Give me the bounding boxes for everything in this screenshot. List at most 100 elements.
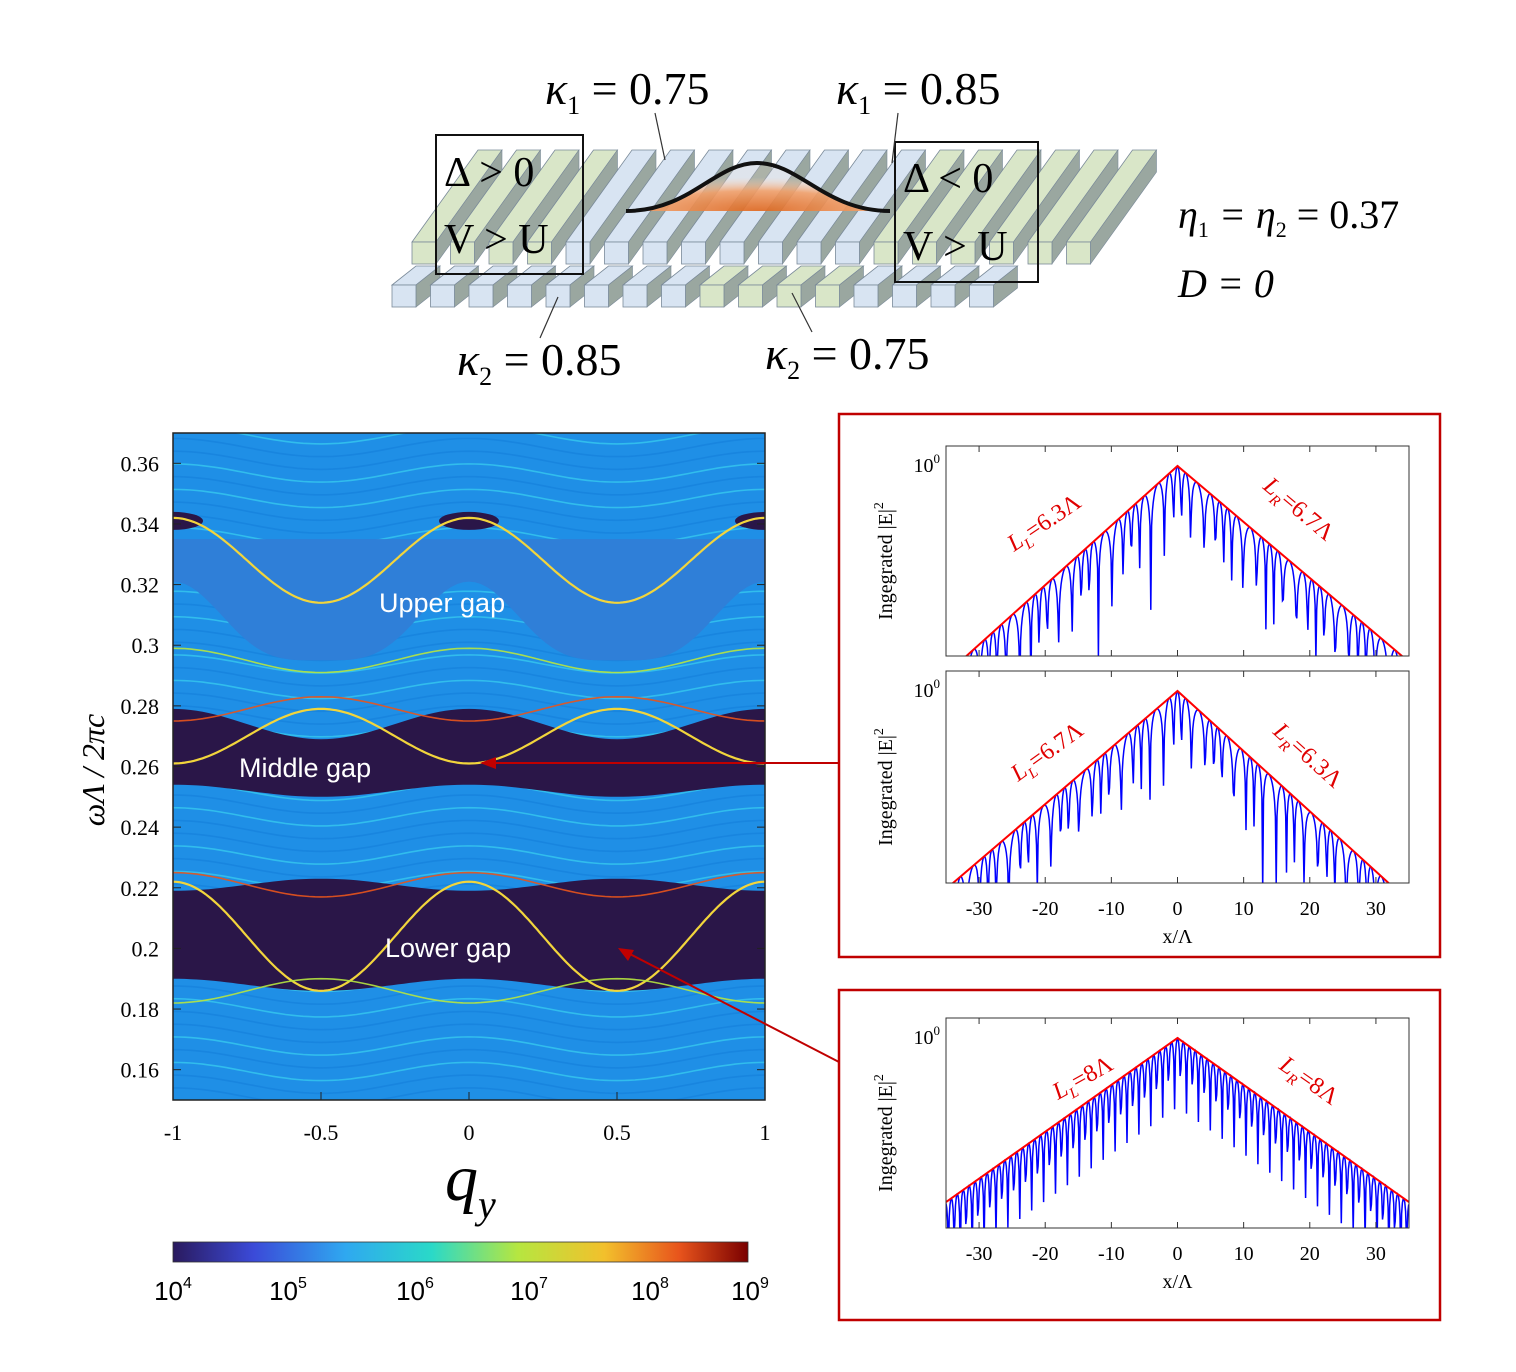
waveguide-face-b9	[758, 241, 783, 265]
panel-x-tick-label: 30	[1366, 1243, 1386, 1265]
waveguide-face-b0	[411, 241, 437, 265]
y-tick-label: 0.22	[121, 876, 160, 901]
panel-x-tick-label: 20	[1300, 898, 1320, 920]
bulk-band-stripe	[173, 475, 765, 496]
bulk-band-stripe	[173, 679, 765, 700]
waveguide-face-f5	[584, 284, 609, 308]
pointer-arrows	[480, 757, 840, 1063]
decay-length-label: LR=6.3Λ	[1265, 717, 1348, 796]
decay-length-label: LL=8Λ	[1047, 1051, 1119, 1109]
x-tick-label: -0.5	[304, 1120, 339, 1145]
heatmap-y-label: ωΛ / 2πc	[75, 714, 111, 826]
bulk-band-stripe	[173, 832, 765, 853]
colorbar: 104 105 106 107 108 109	[154, 1241, 769, 1306]
x-tick-label: 0	[464, 1120, 475, 1145]
bulk-band-stripe	[173, 1087, 765, 1100]
kappa2-right-label: κ2 = 0.75	[765, 328, 930, 385]
bulk-band-stripe	[173, 1010, 765, 1031]
decay-length-label: LR=8Λ	[1271, 1051, 1343, 1114]
bulk-band-stripe	[173, 857, 765, 878]
waveguide-face-b12	[873, 241, 899, 265]
bulk-band-stripe	[173, 794, 765, 815]
panel-y-tick: 100	[914, 451, 941, 477]
waveguide-face-b6	[642, 241, 668, 265]
upper-gap-region	[173, 539, 765, 661]
band-edge-line-3	[173, 647, 765, 674]
panel-x-label: x/Λ	[1162, 926, 1193, 948]
panel-plot-area	[951, 689, 1391, 883]
y-tick-label: 0.34	[121, 512, 160, 537]
y-tick-label: 0.16	[121, 1058, 160, 1083]
panel-x-tick-label: 0	[1173, 1243, 1183, 1265]
edge-state-line-2	[173, 516, 765, 604]
colorbar-tick-label: 104	[154, 1275, 192, 1306]
top-gap-blob	[439, 511, 499, 530]
bulk-band-stripe	[173, 641, 765, 662]
y-tick-label: 0.28	[121, 694, 160, 719]
waveguide-face-f14	[930, 284, 956, 308]
panel-plot-area	[946, 1036, 1409, 1228]
heatmap-x-label: qy	[445, 1142, 496, 1227]
waveguide-upper-layer	[411, 149, 1158, 265]
waveguide-face-b4	[565, 241, 591, 265]
colorbar-tick-label: 107	[510, 1275, 548, 1306]
decay-length-label: LL=6.7Λ	[1005, 717, 1091, 791]
eta-params: η1 = η2 = 0.37	[1178, 192, 1399, 242]
y-tick-label: 0.24	[121, 815, 160, 840]
bulk-band-stripe	[173, 1048, 765, 1069]
waveguide-face-f7	[661, 284, 686, 308]
panel-x-label: x/Λ	[1162, 1271, 1193, 1293]
panel-x-tick-label: -10	[1098, 1243, 1125, 1265]
panel-x-tick-label: 20	[1300, 1243, 1320, 1265]
panel-plot-area	[964, 464, 1404, 656]
kappa1-left-label: κ1 = 0.75	[545, 63, 710, 120]
x-tick-label: 0.5	[603, 1120, 631, 1145]
bulk-band-stripe	[173, 654, 765, 674]
waveguide-face-f6	[622, 284, 648, 308]
colorbar-tick-label: 105	[269, 1275, 307, 1306]
lower-panel-frame	[837, 988, 1442, 1322]
bulk-band-stripe	[173, 437, 765, 458]
waveguide-face-b11	[835, 241, 860, 265]
panel-x-tick-label: 30	[1366, 898, 1386, 920]
waveguide-face-f11	[815, 284, 840, 308]
left-box-line2: V > U	[444, 217, 549, 263]
band-edge-line-1	[173, 871, 765, 898]
waveguide-face-f4	[545, 284, 571, 308]
colorbar-tick-label: 108	[631, 1275, 669, 1306]
left-domain-box	[435, 134, 584, 275]
bulk-band-stripe	[173, 1036, 765, 1056]
upper-gap-label: Upper gap	[379, 588, 505, 618]
waveguide-face-b15	[989, 241, 1014, 265]
beam-profile-fill	[626, 163, 890, 211]
lower-gap-label: Lower gap	[385, 933, 511, 963]
band-edge-line-0	[173, 695, 765, 722]
bulk-band-stripe	[173, 1023, 765, 1044]
waveguide-face-b8	[719, 241, 745, 265]
waveguide-face-b1	[450, 241, 475, 265]
left-box-line1: Δ > 0	[444, 150, 534, 196]
panel-x-tick-label: -10	[1098, 898, 1125, 920]
bulk-band-stripe	[173, 806, 765, 827]
kappa2-left-pointer	[539, 296, 559, 339]
waveguide-face-b5	[604, 241, 629, 265]
x-tick-label: -1	[164, 1120, 182, 1145]
panel-x-tick-label: 0	[1173, 898, 1183, 920]
panel-x-tick-label: -20	[1032, 1243, 1059, 1265]
lower-gap-region	[173, 878, 765, 991]
waveguide-face-f9	[738, 284, 763, 308]
kappa1-right-label: κ1 = 0.85	[836, 63, 1001, 120]
bulk-band-stripe	[173, 450, 765, 471]
waveguide-face-f3	[507, 284, 532, 308]
waveguide-face-b13	[912, 241, 937, 265]
y-tick-label: 0.32	[121, 573, 160, 598]
waveguide-face-b10	[796, 241, 822, 265]
waveguide-face-f13	[892, 284, 917, 308]
upper-panels-frame	[837, 412, 1442, 959]
y-tick-label: 0.36	[121, 451, 160, 476]
waveguide-face-f15	[969, 284, 994, 308]
waveguide-face-f10	[776, 284, 802, 308]
bulk-band-stripe	[233, 433, 705, 445]
kappa1-left-pointer	[654, 112, 666, 161]
